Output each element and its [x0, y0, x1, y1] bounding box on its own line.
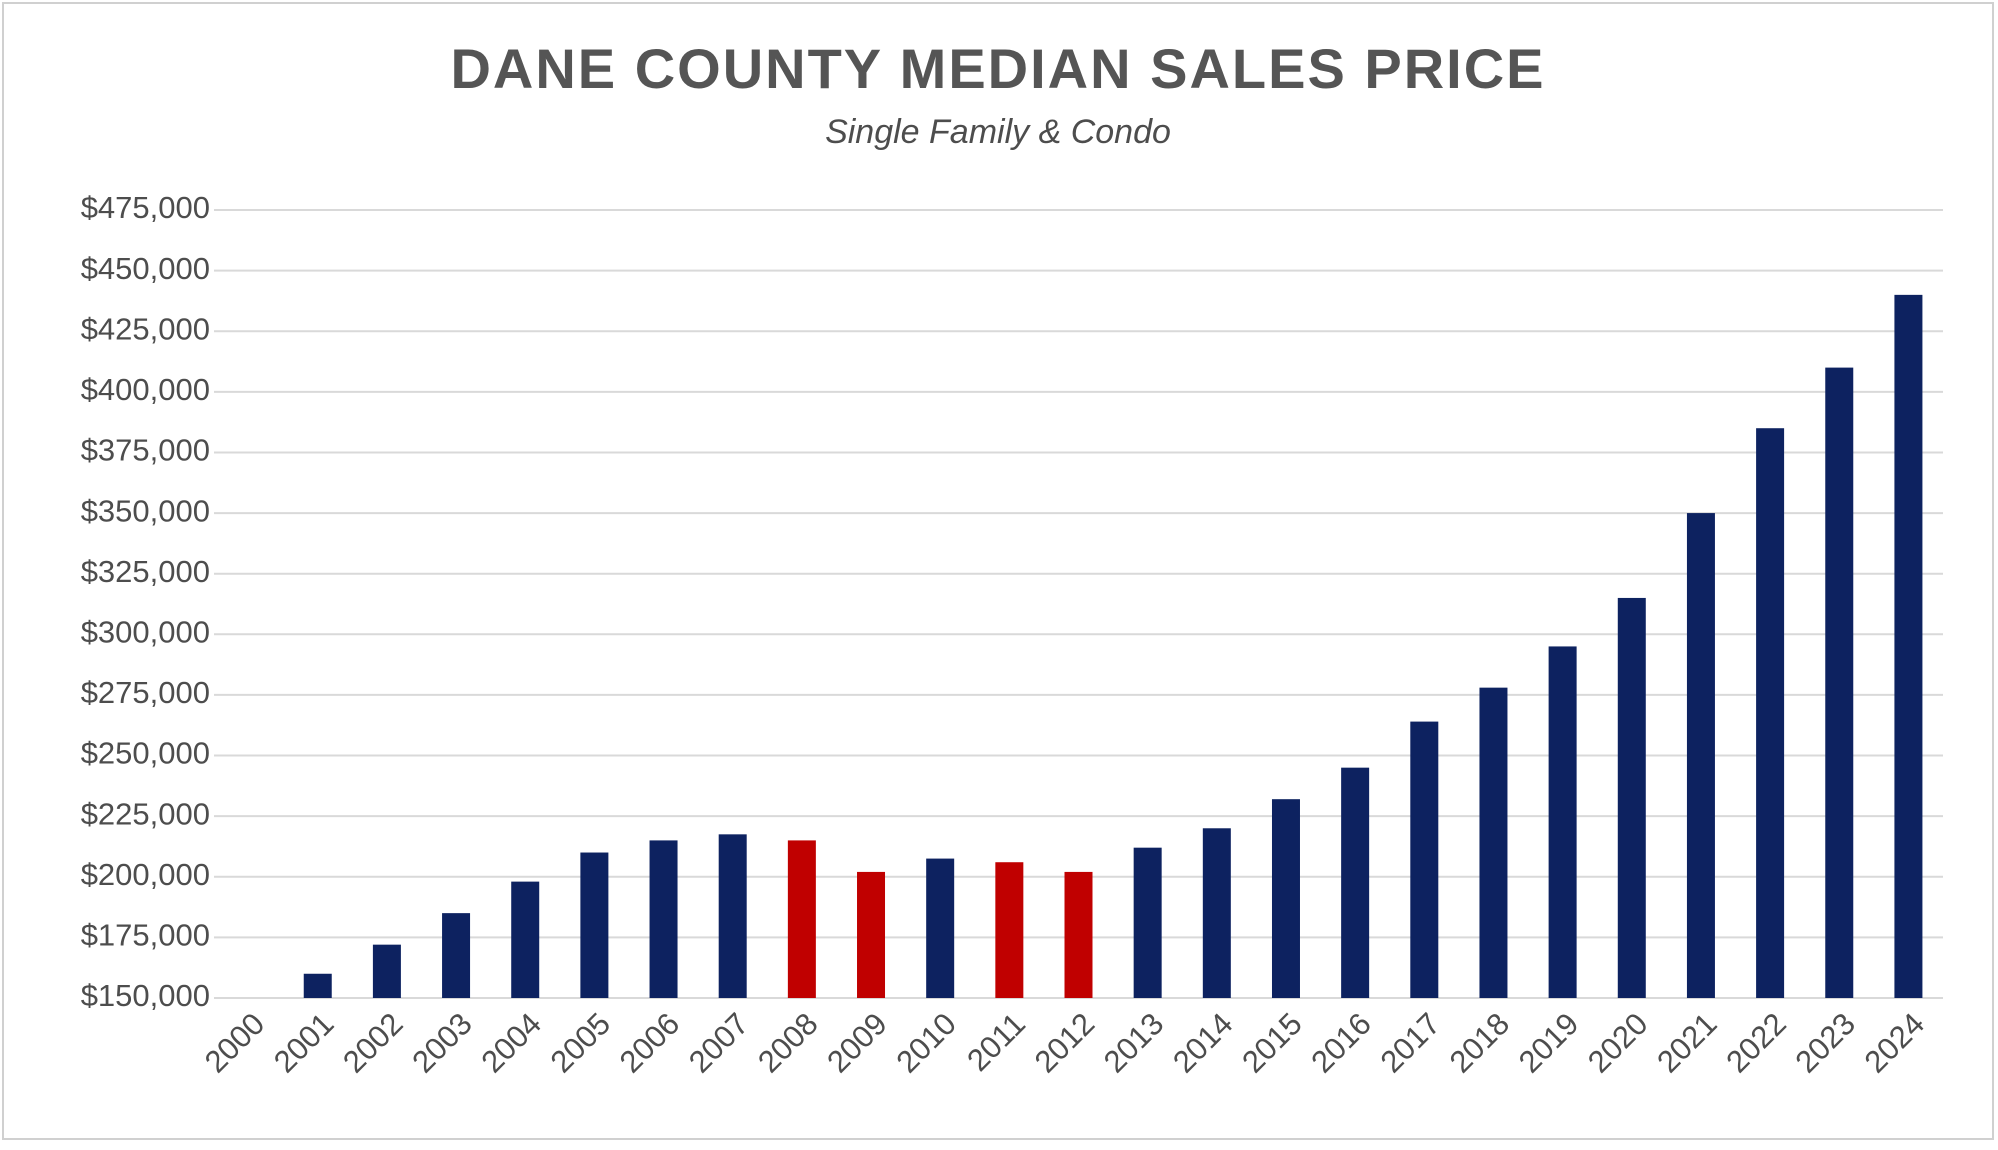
bar	[442, 913, 471, 998]
y-tick-label: $375,000	[81, 433, 210, 468]
y-tick-label: $225,000	[81, 796, 210, 831]
bar	[303, 973, 332, 998]
bar	[1548, 646, 1577, 998]
bar	[857, 871, 886, 998]
bar	[1202, 828, 1231, 998]
y-tick-label: $300,000	[81, 614, 210, 649]
y-tick-label: $175,000	[81, 918, 210, 953]
chart-subtitle: Single Family & Condo	[825, 113, 1171, 151]
bar	[372, 944, 401, 998]
bar	[1133, 847, 1162, 998]
bar	[1410, 721, 1439, 998]
bar	[1756, 428, 1785, 998]
bar	[1271, 799, 1300, 998]
bar	[718, 834, 747, 998]
bar	[1617, 597, 1646, 998]
bar	[926, 858, 955, 998]
y-tick-label: $450,000	[81, 251, 210, 286]
y-tick-label: $275,000	[81, 675, 210, 710]
bar	[995, 862, 1024, 998]
chart-title: DANE COUNTY MEDIAN SALES PRICE	[450, 37, 1545, 100]
y-tick-label: $250,000	[81, 736, 210, 771]
bar	[1341, 767, 1370, 998]
bar	[511, 881, 540, 998]
bar	[787, 840, 816, 998]
bar	[1825, 367, 1854, 999]
y-tick-label: $400,000	[81, 372, 210, 407]
y-tick-label: $475,000	[81, 190, 210, 225]
bar	[1064, 871, 1093, 998]
y-tick-label: $325,000	[81, 554, 210, 589]
y-tick-label: $150,000	[81, 978, 210, 1013]
bar	[580, 852, 609, 998]
bar	[1686, 513, 1715, 998]
y-tick-label: $425,000	[81, 311, 210, 346]
y-tick-label: $350,000	[81, 493, 210, 528]
y-tick-label: $200,000	[81, 857, 210, 892]
bar	[1479, 687, 1508, 998]
bar	[649, 840, 678, 998]
bar	[1894, 294, 1923, 998]
